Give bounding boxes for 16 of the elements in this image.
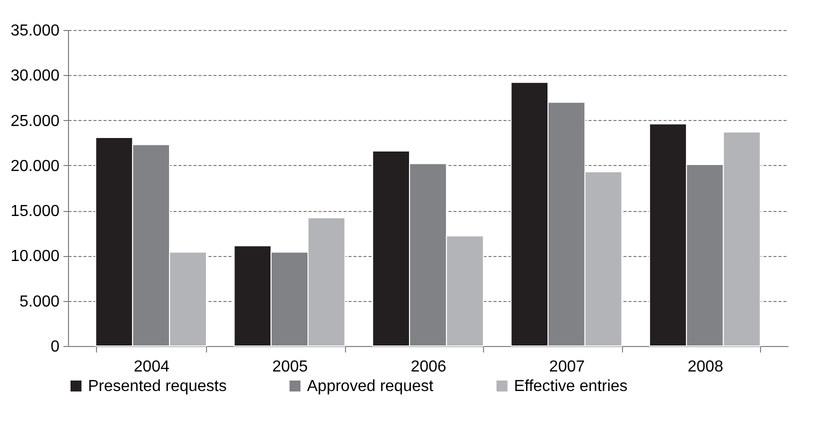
x-tick-label: 2004 — [134, 358, 170, 376]
x-tick-label: 2007 — [549, 358, 585, 376]
y-tick-label: 30.000 — [10, 68, 60, 85]
legend-label: Effective entries — [514, 378, 628, 395]
y-tick-label: 10.000 — [10, 248, 60, 266]
x-tick-label: 2005 — [272, 358, 308, 376]
y-tick-label: 5.000 — [19, 293, 60, 310]
y-tick-label: 0 — [50, 338, 60, 356]
y-tick-label: 15.000 — [10, 203, 60, 220]
legend-label: Presented requests — [88, 378, 227, 395]
x-tick-label: 2008 — [688, 358, 724, 376]
legend-label: Approved request — [307, 378, 434, 395]
x-tick-label: 2006 — [410, 358, 446, 376]
y-tick-label: 35.000 — [10, 22, 60, 40]
y-tick-label: 25.000 — [10, 112, 60, 130]
y-tick-label: 20.000 — [10, 158, 60, 175]
